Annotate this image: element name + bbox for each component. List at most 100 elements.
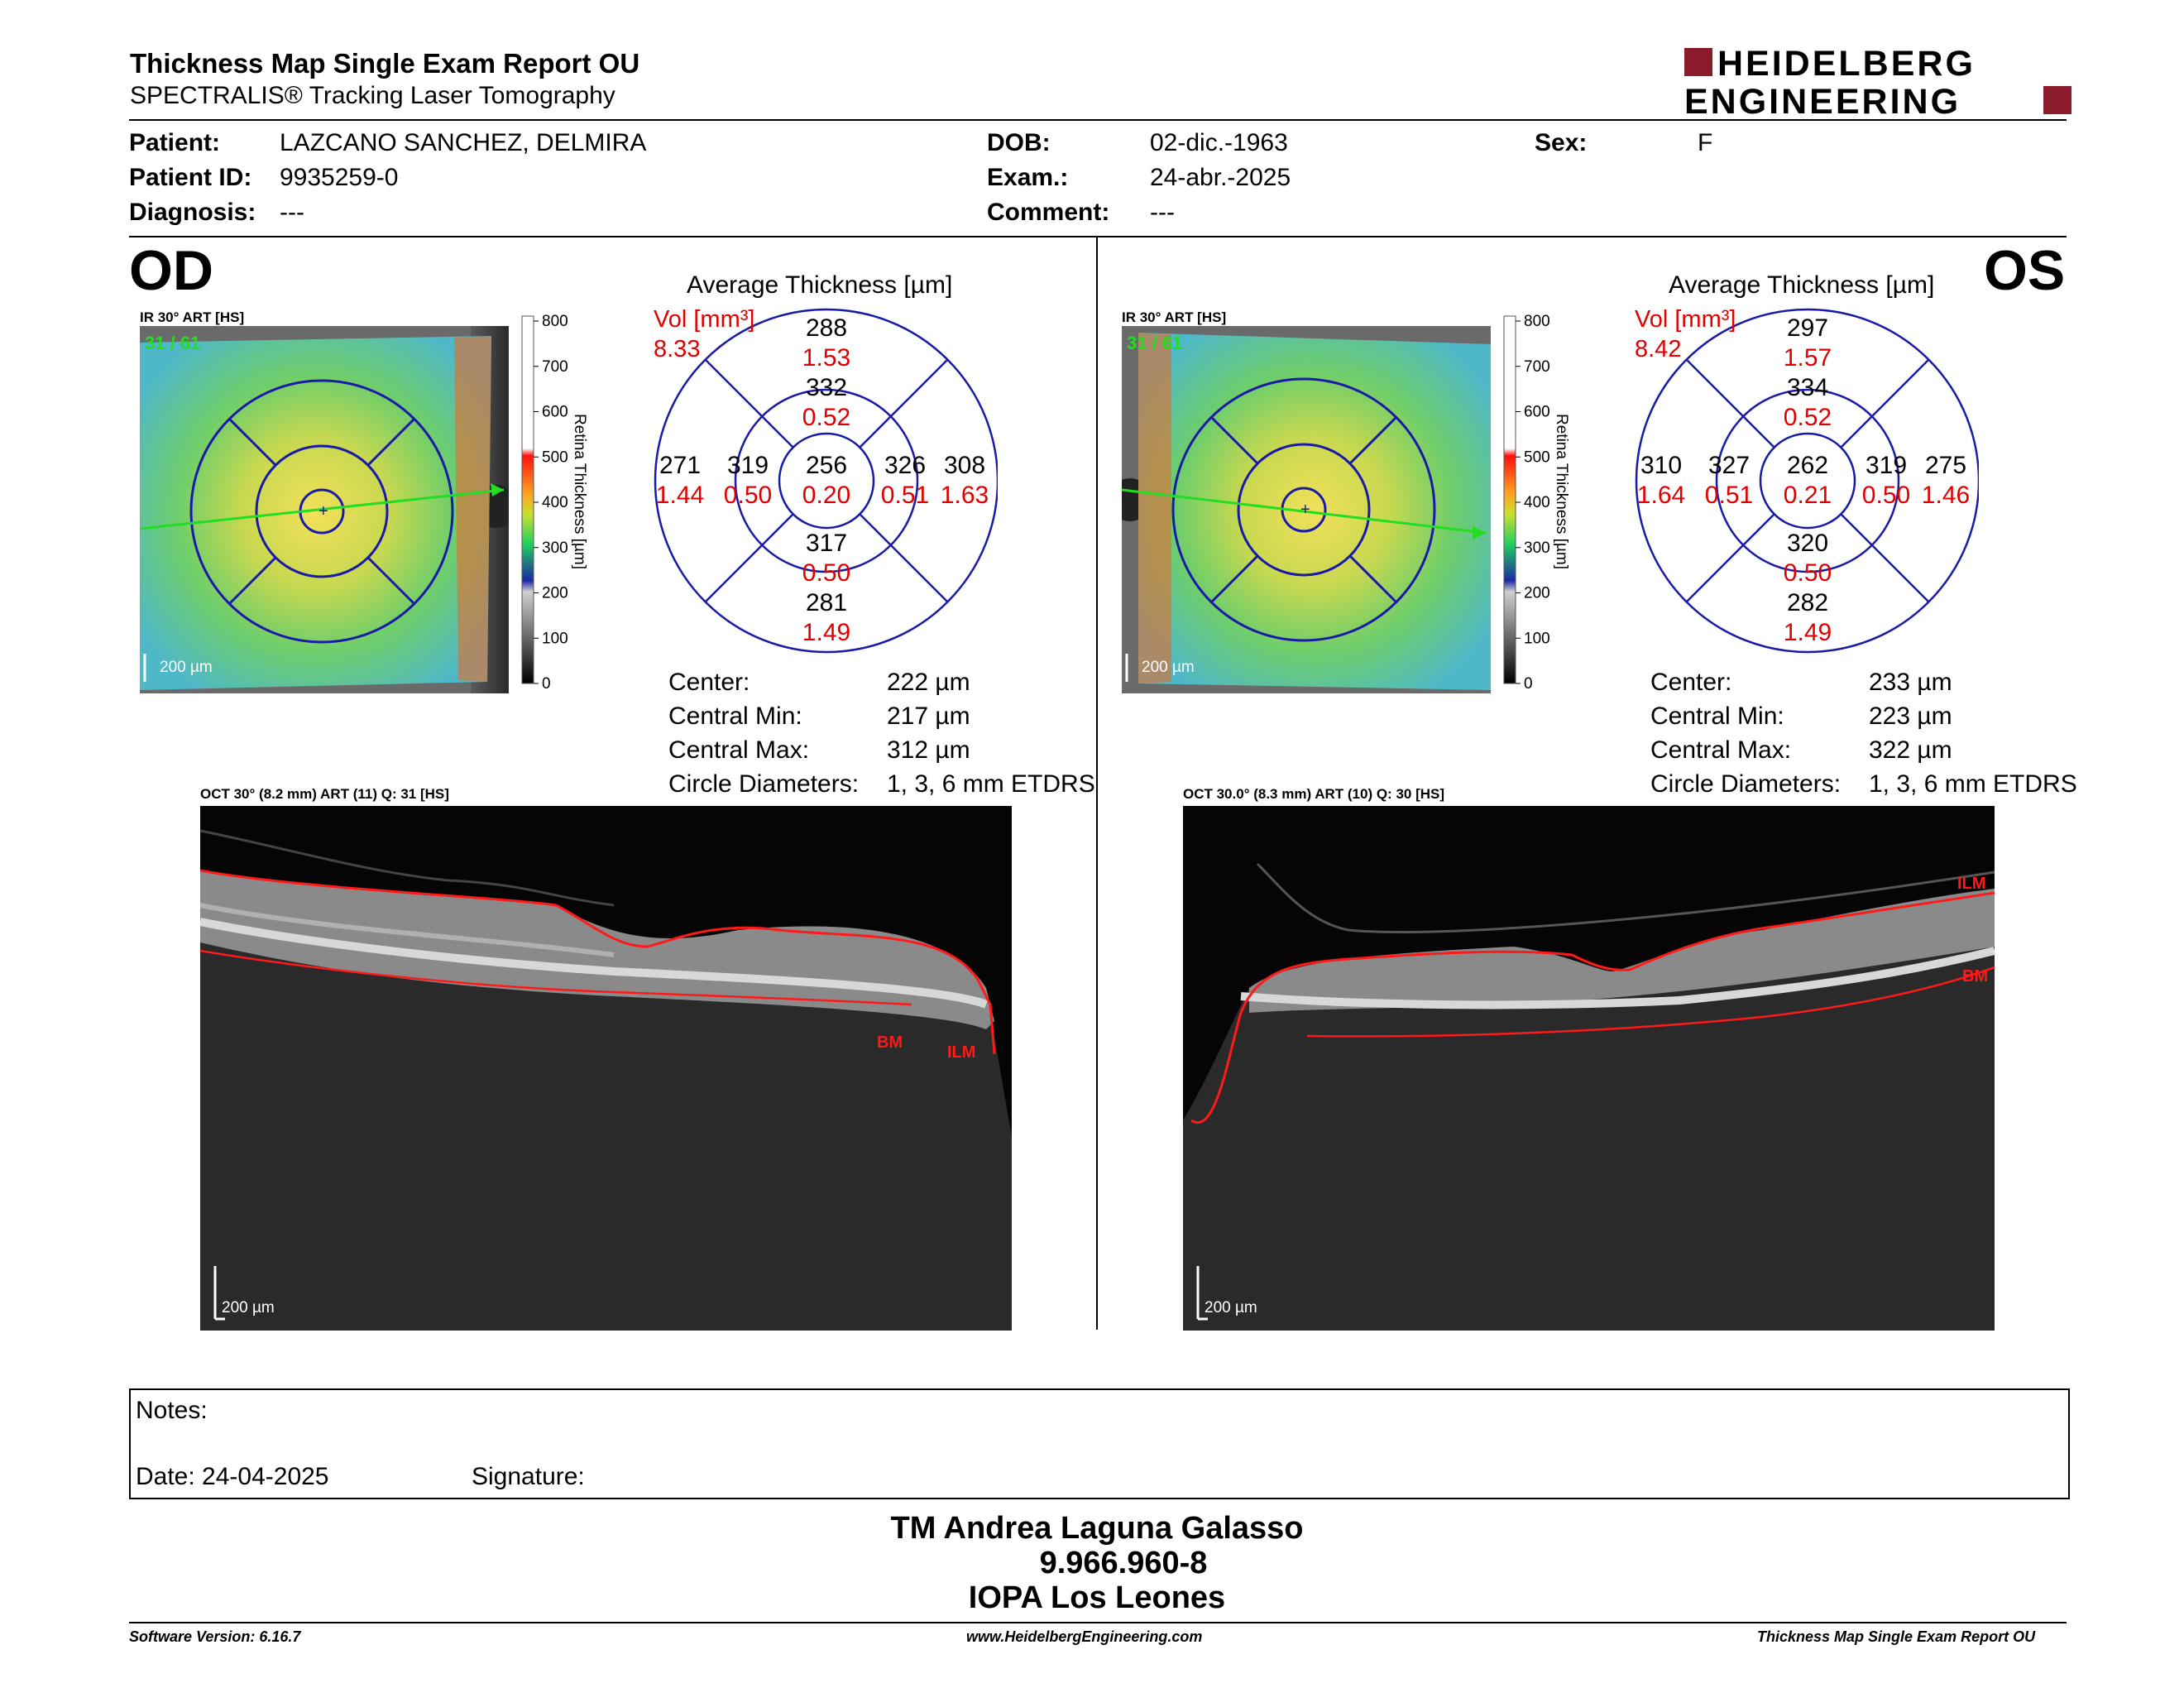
od-colorbar-label: Retina Thickness [µm] [571, 414, 588, 569]
od-inner-right-volume: 0.51 [881, 482, 929, 509]
os-inner-right-thickness: 319 [1866, 452, 1907, 479]
signature-label: Signature: [472, 1463, 585, 1490]
colorbar-tick-label: 800 [542, 313, 568, 330]
logo-line1: HEIDELBERG [1717, 45, 1976, 84]
os-thickness-map: + 31 / 61 200 µm [1122, 326, 1491, 693]
os-inner-bottom-thickness: 320 [1787, 530, 1828, 557]
os-outer-left-volume: 1.64 [1637, 482, 1685, 509]
od-ir-scale: 200 µm [160, 659, 213, 676]
od-ilm-label: ILM [947, 1043, 975, 1062]
os-inner-top-thickness: 334 [1787, 374, 1828, 401]
od-outer-right-volume: 1.63 [941, 482, 989, 509]
od-oct-scale: 200 µm [222, 1299, 275, 1316]
patient-label: Patient: [129, 129, 221, 156]
od-ir-title: IR 30° ART [HS] [140, 309, 245, 325]
os-outer-top-volume: 1.57 [1784, 344, 1832, 372]
os-inner-top-volume: 0.52 [1784, 404, 1832, 431]
od-circ-value: 1, 3, 6 mm ETDRS [887, 770, 1095, 798]
od-inner-left-thickness: 319 [727, 452, 769, 479]
od-outer-left-thickness: 271 [659, 452, 701, 479]
os-center-value: 233 µm [1869, 669, 1952, 696]
logo-line2: ENGINEERING [1684, 82, 1961, 117]
od-inner-bottom-volume: 0.50 [802, 559, 850, 587]
notes-box[interactable]: Notes: Date: 24-04-2025 Signature: [129, 1388, 2070, 1499]
os-bm-label: BM [1962, 967, 1988, 985]
od-inner-top-volume: 0.52 [802, 404, 850, 431]
colorbar-tick-label: 600 [542, 404, 568, 421]
colorbar-tick-label: 300 [1524, 539, 1550, 557]
os-vol-value: 8.42 [1635, 336, 1682, 362]
od-thickness-map: + 31 / 61 200 µm [140, 326, 509, 693]
colorbar-tick-label: 600 [1524, 404, 1550, 421]
os-outer-left-thickness: 310 [1640, 452, 1682, 479]
os-outer-right-thickness: 275 [1925, 452, 1966, 479]
patient-divider [129, 236, 2067, 237]
diagnosis-value: --- [280, 199, 304, 226]
od-circ-label: Circle Diameters: [668, 770, 860, 798]
colorbar-tick-label: 0 [542, 675, 551, 693]
od-center-thickness: 256 [806, 452, 847, 479]
os-min-label: Central Min: [1650, 703, 1784, 730]
od-vol-value: 8.33 [654, 336, 701, 362]
colorbar-tick-label: 700 [542, 358, 568, 376]
od-outer-bottom-thickness: 281 [806, 589, 847, 616]
os-vol-label: Vol [mm³] [1635, 306, 1736, 333]
exam-label: Exam.: [987, 164, 1069, 191]
os-etdrs: 297 1.57 334 0.52 310 1.64 327 0.51 262 … [1635, 308, 1979, 654]
comment-label: Comment: [987, 199, 1110, 226]
od-center-volume: 0.20 [802, 482, 850, 509]
colorbar-tick-label: 500 [542, 448, 568, 466]
od-ir-frames: 31 / 61 [145, 333, 200, 353]
os-inner-left-volume: 0.51 [1705, 482, 1753, 509]
sex-value: F [1698, 129, 1713, 156]
os-center-volume: 0.21 [1784, 482, 1832, 509]
os-inner-bottom-volume: 0.50 [1784, 559, 1832, 587]
os-ir-frames: 31 / 61 [1127, 333, 1182, 353]
signer-rut: 9.966.960-8 [1039, 1546, 1208, 1580]
colorbar-tick-label: 200 [542, 585, 568, 602]
od-colorbar: 800 700 600 500 400 300 200 100 0 [521, 313, 568, 693]
od-bm-label: BM [877, 1033, 903, 1052]
colorbar-tick-label: 100 [1524, 630, 1550, 647]
os-max-value: 322 µm [1869, 736, 1952, 764]
patient-id: 9935259-0 [280, 164, 399, 191]
os-outer-right-volume: 1.46 [1922, 482, 1970, 509]
os-oct-scan: ILM BM 200 µm [1183, 806, 1995, 1331]
dob-label: DOB: [987, 129, 1051, 156]
footer-divider [129, 1622, 2067, 1623]
footer-report: Thickness Map Single Exam Report OU [1757, 1628, 2036, 1645]
svg-text:+: + [318, 502, 328, 520]
od-outer-top-thickness: 288 [806, 314, 847, 342]
os-circ-label: Circle Diameters: [1650, 770, 1842, 798]
od-center-value: 222 µm [887, 669, 970, 696]
colorbar-tick-label: 700 [1524, 358, 1550, 376]
os-ilm-label: ILM [1957, 875, 1985, 893]
sex-label: Sex: [1535, 129, 1588, 156]
patient-id-label: Patient ID: [129, 164, 252, 191]
colorbar-tick-label: 400 [1524, 494, 1550, 511]
colorbar-tick-label: 800 [1524, 313, 1550, 330]
od-min-value: 217 µm [887, 703, 970, 730]
od-max-label: Central Max: [668, 736, 810, 764]
os-colorbar-label: Retina Thickness [µm] [1553, 414, 1570, 569]
od-avg-title: Average Thickness [µm] [687, 271, 953, 299]
os-inner-right-volume: 0.50 [1862, 482, 1910, 509]
report-title: Thickness Map Single Exam Report OU [130, 48, 640, 79]
os-outer-bottom-thickness: 282 [1787, 589, 1828, 616]
os-max-label: Central Max: [1650, 736, 1792, 764]
colorbar-tick-label: 500 [1524, 448, 1550, 466]
od-inner-right-thickness: 326 [884, 452, 926, 479]
od-oct-scan: BM ILM 200 µm [200, 806, 1012, 1331]
notes-label: Notes: [136, 1397, 208, 1424]
colorbar-tick-label: 400 [542, 494, 568, 511]
os-inner-left-thickness: 327 [1708, 452, 1750, 479]
footer-website[interactable]: www.HeidelbergEngineering.com [966, 1628, 1203, 1645]
os-outer-top-thickness: 297 [1787, 314, 1828, 342]
footer-software: Software Version: 6.16.7 [129, 1628, 301, 1645]
od-inner-top-thickness: 332 [806, 374, 847, 401]
od-inner-bottom-thickness: 317 [806, 530, 847, 557]
patient-name: LAZCANO SANCHEZ, DELMIRA [280, 129, 647, 156]
report-subtitle: SPECTRALIS® Tracking Laser Tomography [130, 82, 615, 109]
colorbar-tick-label: 100 [542, 630, 568, 647]
os-eye-label: OS [1984, 239, 2066, 302]
